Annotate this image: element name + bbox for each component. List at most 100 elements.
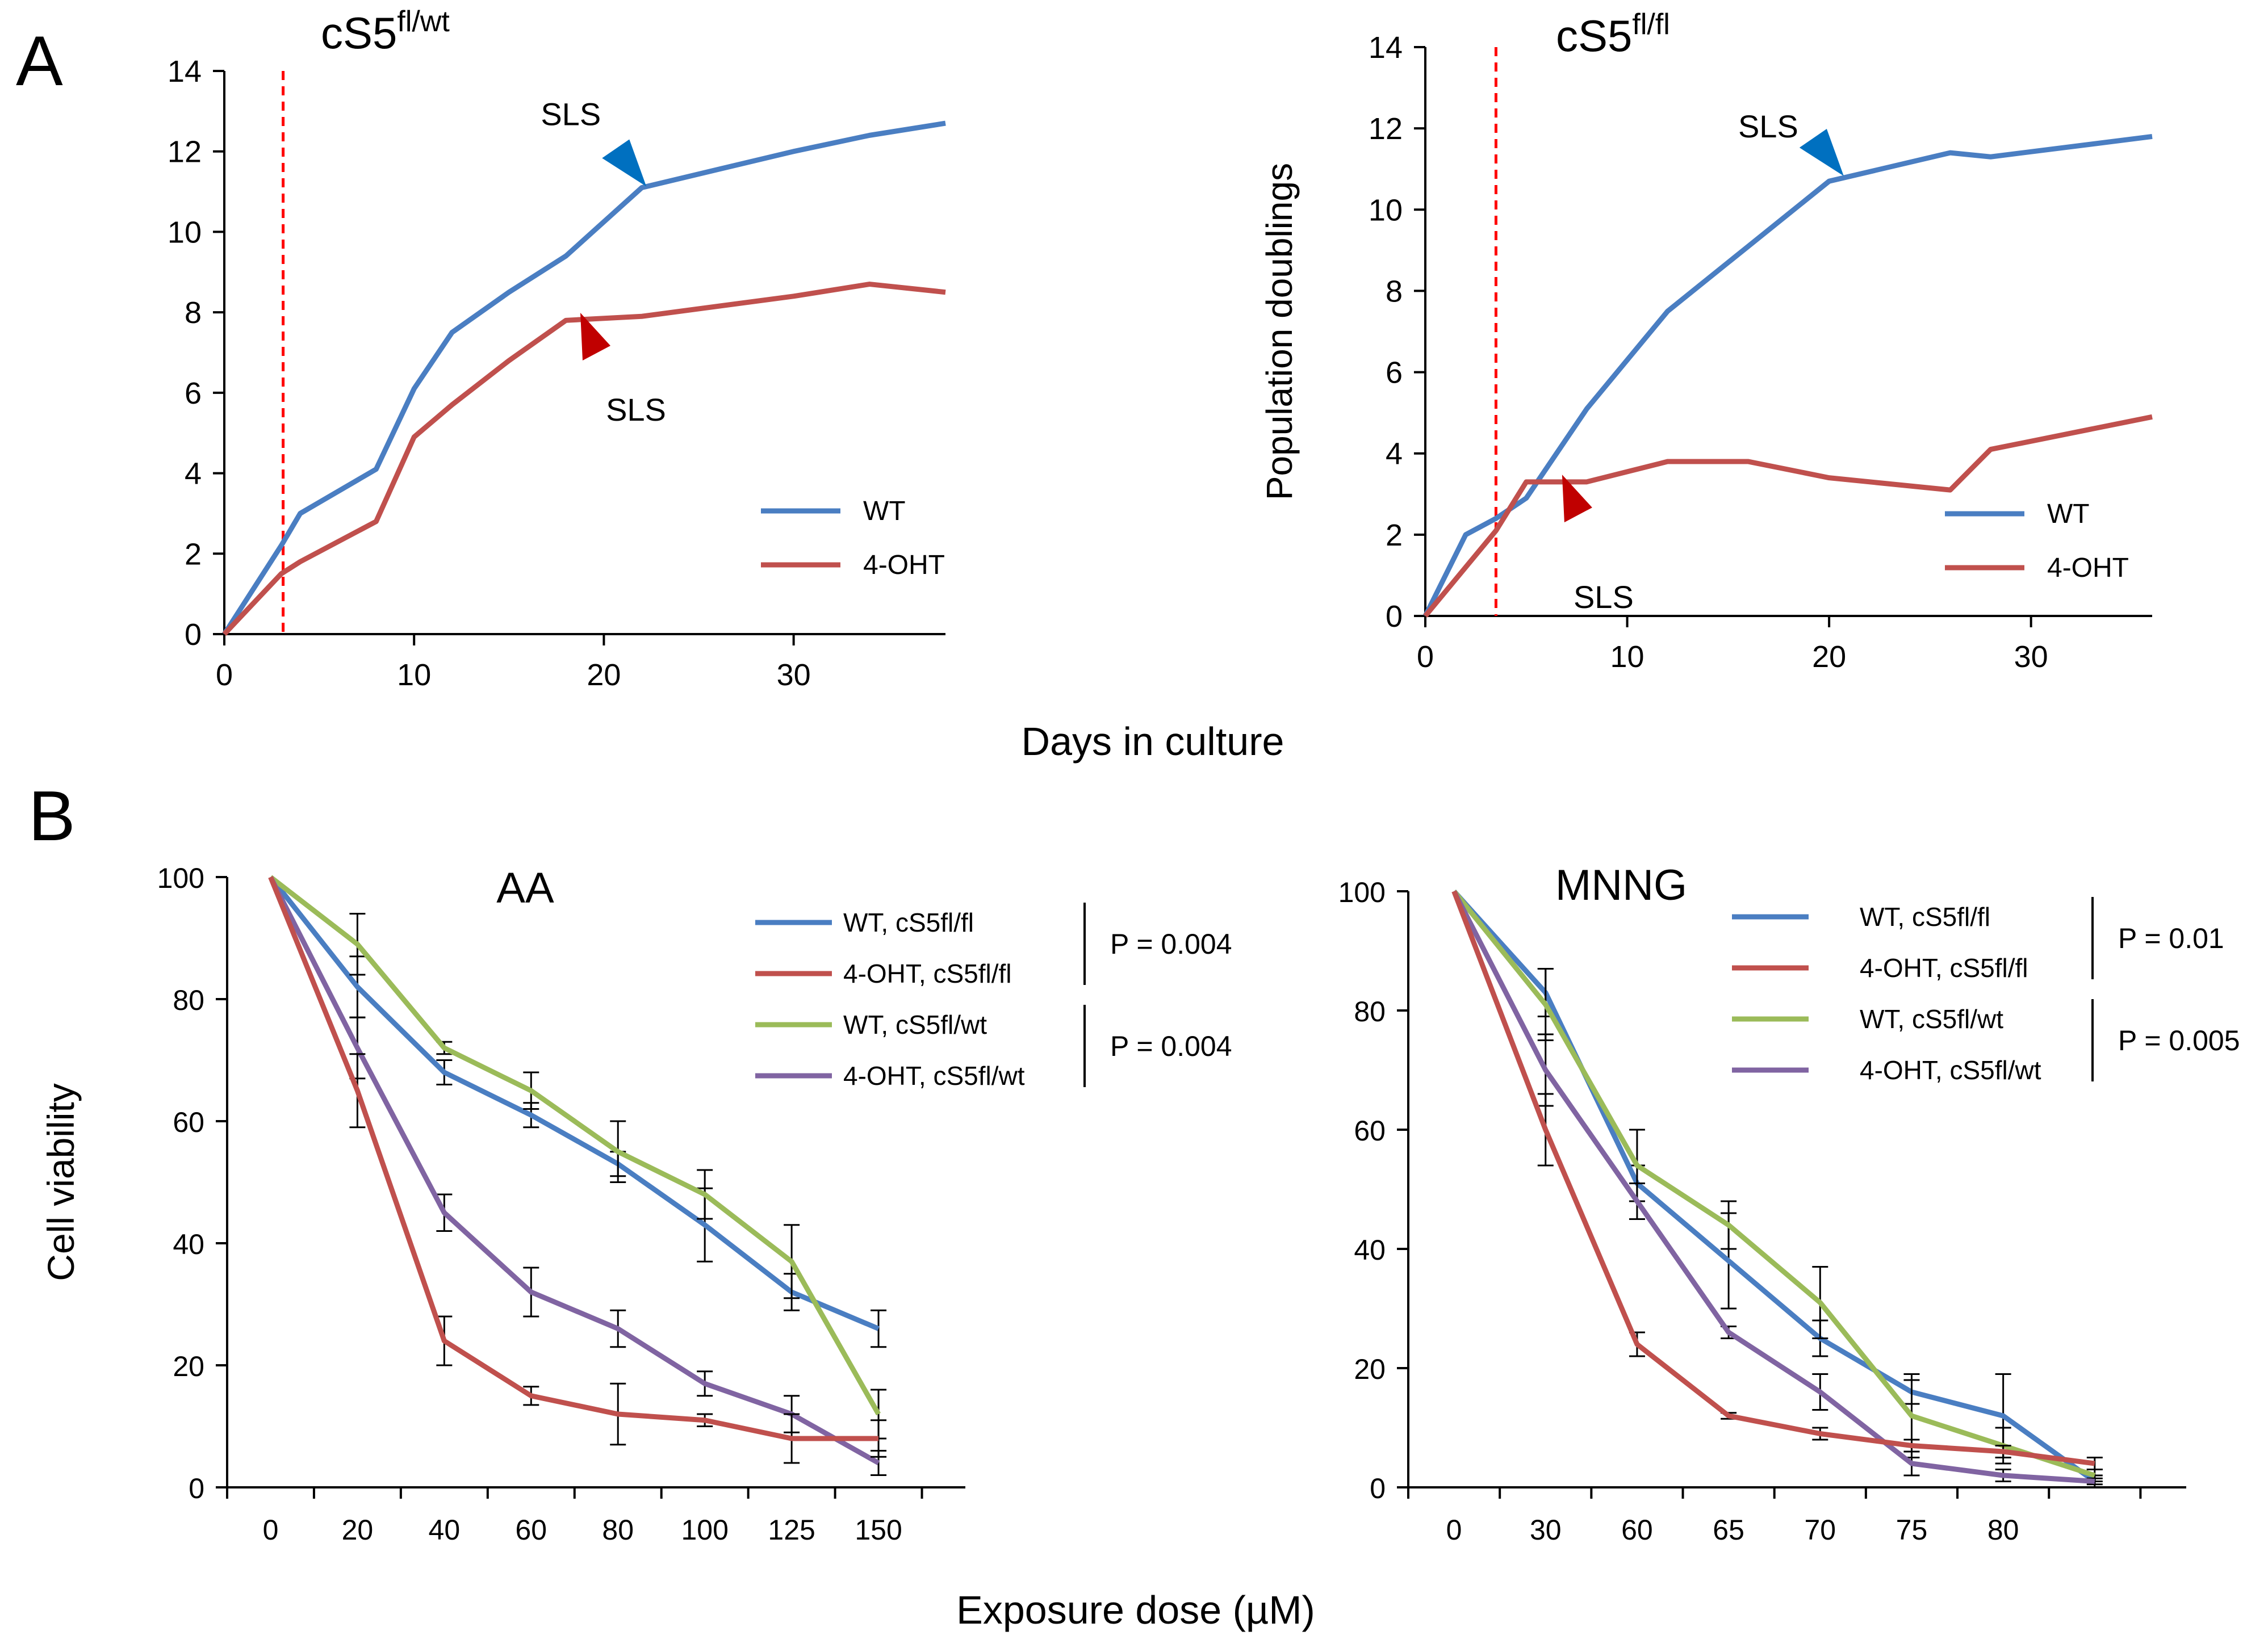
y-tick-label: 60 [1354, 1115, 1386, 1147]
panel-label-b: B [28, 777, 76, 856]
y-tick-label: 0 [185, 618, 202, 652]
p-value-label: P = 0.004 [1110, 928, 1232, 960]
p-value-label: P = 0.01 [2118, 922, 2224, 954]
legend-label: WT, cS5fl/wt [1860, 1004, 2003, 1034]
chart-title-superscript: fl/wt [397, 5, 450, 38]
x-tick-label: 0 [216, 658, 233, 692]
y-tick-label: 2 [185, 537, 202, 571]
y-tick-label: 20 [1354, 1353, 1386, 1385]
legend-label: WT, cS5fl/wt [843, 1010, 987, 1039]
x-axis-label-dose: Exposure dose (µM) [956, 1588, 1315, 1632]
x-tick-label: 60 [515, 1514, 547, 1546]
y-tick-label: 0 [1370, 1473, 1386, 1504]
x-tick-label: 30 [2014, 640, 2048, 674]
series-line-4-oht-fl-wt [268, 875, 880, 1465]
y-tick-label: 4 [185, 457, 202, 491]
series-line-4-oht-fl-wt [1451, 890, 2095, 1484]
y-tick-label: 8 [1386, 274, 1403, 308]
sls-arrow-4-oht [580, 313, 610, 360]
y-tick-label: 6 [185, 376, 202, 410]
legend-label: WT, cS5fl/fl [1860, 902, 1990, 932]
chart-title: cS5fl/fl [1556, 8, 1670, 61]
x-tick-label: 60 [1621, 1514, 1653, 1546]
x-tick-label: 0 [1446, 1514, 1462, 1546]
series-line-4-oht [1423, 414, 2153, 618]
series-line-4-oht-fl-fl [1451, 890, 2095, 1466]
y-tick-label: 100 [1338, 877, 1386, 908]
x-tick-label: 10 [1610, 640, 1644, 674]
x-tick-label: 150 [855, 1514, 902, 1546]
legend-label: 4-OHT, cS5fl/fl [1860, 953, 2028, 983]
chart-b1-viability-aa: 0 20 40 60 80 100 0 20 40 60 80 100 125 150 AA WT, cS5f… [40, 862, 1232, 1546]
x-tick-label: 0 [263, 1514, 279, 1546]
sls-arrow-wt [1799, 129, 1844, 177]
y-tick-label: 100 [157, 862, 204, 894]
y-tick-label: 14 [1369, 31, 1403, 65]
y-tick-label: 40 [1354, 1234, 1386, 1266]
legend-label: WT [863, 496, 906, 526]
y-tick-label: 12 [1369, 112, 1403, 146]
y-tick-label: 80 [173, 984, 204, 1016]
panel-label-a: A [16, 22, 63, 100]
sls-arrow-wt [602, 139, 647, 187]
y-tick-label: 40 [173, 1228, 204, 1260]
y-tick-label: 14 [168, 54, 202, 89]
x-tick-label: 70 [1804, 1514, 1836, 1546]
legend-label: 4-OHT, cS5fl/wt [1860, 1055, 2041, 1085]
x-tick-label: 20 [587, 658, 621, 692]
y-tick-label: 8 [185, 296, 202, 330]
x-tick-label: 30 [1530, 1514, 1562, 1546]
series-line-4-oht-fl-fl [268, 876, 879, 1441]
y-tick-label: 2 [1386, 518, 1403, 552]
p-value-label: P = 0.005 [2118, 1025, 2240, 1056]
y-tick-label: 10 [1369, 193, 1403, 227]
x-tick-label: 30 [777, 658, 811, 692]
x-tick-label: 80 [1987, 1514, 2019, 1546]
series-line-wt-fl-fl [1452, 889, 2097, 1484]
series-line-wt-fl-wt [1452, 890, 2096, 1478]
chart-title-superscript: fl/fl [1632, 8, 1669, 41]
chart-title: AA [496, 864, 554, 912]
y-axis-label: Cell viability [40, 1083, 82, 1281]
chart-title: MNNG [1555, 861, 1687, 909]
sls-label: SLS [606, 392, 666, 427]
series-line-wt-fl-wt [269, 875, 881, 1416]
x-tick-label: 125 [768, 1514, 815, 1546]
p-value-label: P = 0.004 [1110, 1030, 1232, 1062]
y-tick-label: 10 [168, 215, 202, 249]
series-line-4-oht [222, 282, 946, 636]
y-tick-label: 4 [1386, 437, 1403, 471]
series-line-wt [1422, 133, 2153, 618]
legend-label: 4-OHT [863, 550, 945, 580]
y-tick-label: 80 [1354, 996, 1386, 1028]
y-tick-label: 6 [1386, 356, 1403, 390]
legend-label: WT [2047, 499, 2090, 529]
x-tick-label: 100 [681, 1514, 728, 1546]
legend-label: 4-OHT [2047, 553, 2129, 583]
x-tick-label: 80 [602, 1514, 634, 1546]
sls-label: SLS [1574, 579, 1634, 615]
x-tick-label: 20 [342, 1514, 374, 1546]
y-tick-label: 0 [1386, 599, 1403, 634]
sls-label: SLS [1738, 108, 1798, 144]
x-axis-label-days: Days in culture [1022, 719, 1284, 764]
x-tick-label: 0 [1417, 640, 1434, 674]
y-axis-label: Population doublings [1259, 163, 1300, 500]
chart-a2-growth-fl-fl: 0 2 4 6 8 10 12 14 0 10 20 30 cS5fl/fl WT 4-OHT SLS SLS P… [1259, 8, 2153, 674]
chart-title: cS5fl/wt [321, 5, 450, 58]
chart-a1-growth-fl-wt: 0 2 4 6 8 10 12 14 0 10 20 30 cS5fl/wt WT 4-OHT SLS SLS [168, 5, 946, 692]
y-tick-label: 60 [173, 1106, 204, 1138]
x-tick-label: 20 [1812, 640, 1846, 674]
series-line-wt [222, 120, 946, 636]
legend-label: 4-OHT, cS5fl/fl [843, 959, 1012, 988]
sls-arrow-4-oht [1562, 475, 1592, 523]
y-tick-label: 12 [168, 135, 202, 169]
series-line-wt-fl-fl [268, 875, 880, 1331]
y-tick-label: 20 [173, 1351, 204, 1382]
x-tick-label: 75 [1896, 1514, 1928, 1546]
chart-b2-viability-mnng: 0 20 40 60 80 100 0 30 60 65 70 75 80 MNNG WT, cS5fl/f… [1338, 861, 2240, 1546]
x-tick-label: 10 [397, 658, 431, 692]
y-tick-label: 0 [189, 1473, 204, 1504]
x-tick-label: 65 [1713, 1514, 1744, 1546]
